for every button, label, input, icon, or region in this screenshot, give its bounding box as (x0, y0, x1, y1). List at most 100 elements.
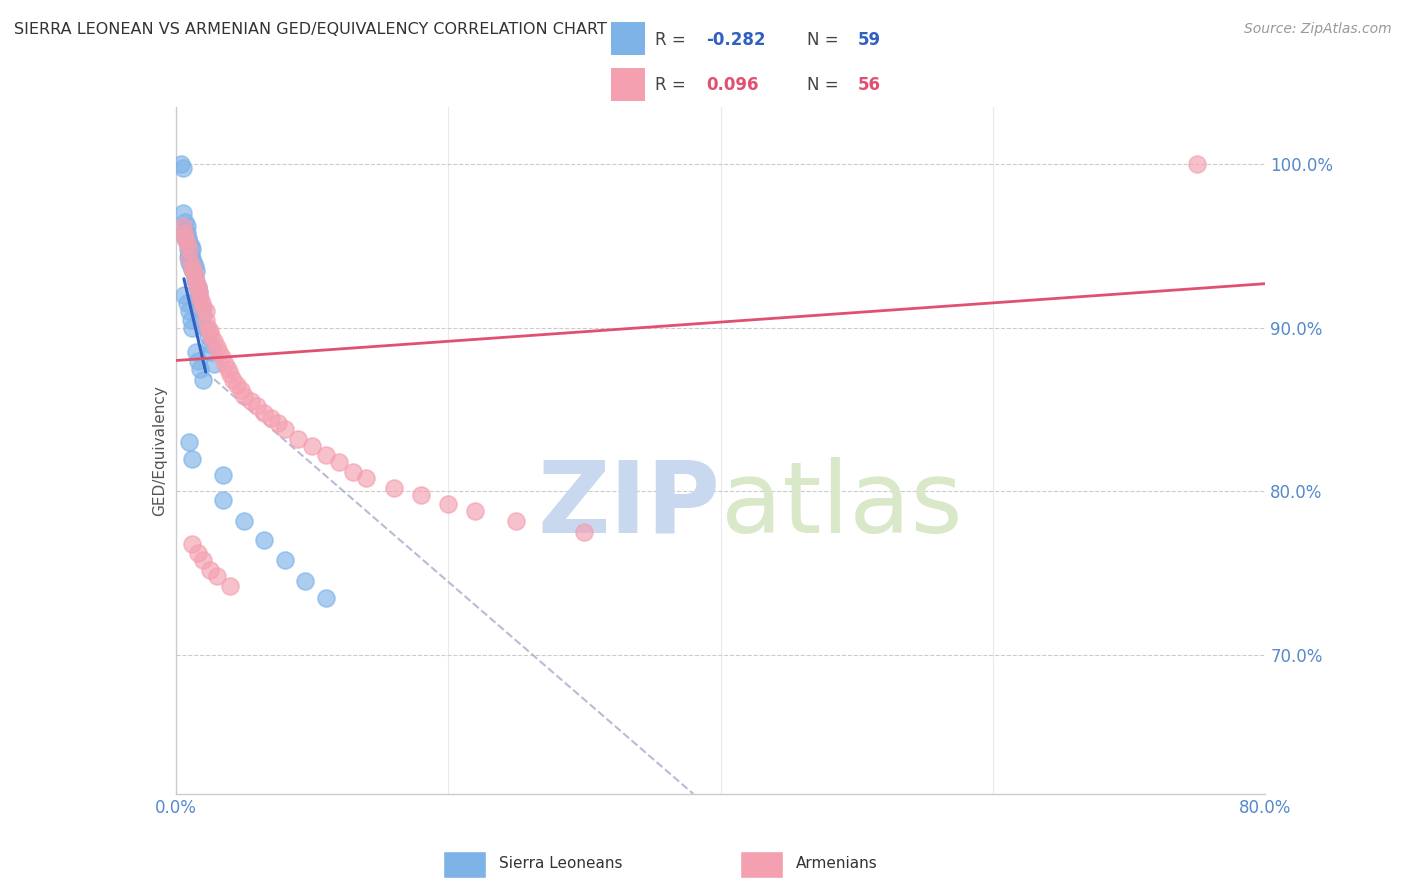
Point (181, 536, 204, 550)
Point (181, 259, 204, 273)
Point (187, 285, 209, 299)
Point (177, 251, 200, 265)
Point (181, 320, 204, 334)
Point (232, 514, 254, 528)
Point (179, 242, 201, 257)
Point (179, 235, 201, 250)
Text: 59: 59 (858, 30, 880, 49)
Point (173, 226, 195, 240)
Point (179, 255, 201, 269)
Point (174, 214, 197, 228)
Point (176, 226, 198, 240)
Point (183, 263, 205, 277)
Point (188, 291, 211, 305)
Point (287, 432, 309, 446)
Point (183, 263, 205, 277)
Point (437, 497, 460, 511)
Point (197, 329, 219, 343)
Point (176, 296, 198, 310)
Point (505, 514, 527, 528)
Point (181, 261, 204, 276)
Point (179, 252, 201, 266)
Text: R =: R = (655, 76, 692, 94)
Point (188, 296, 211, 310)
Text: -0.282: -0.282 (706, 30, 765, 49)
FancyBboxPatch shape (612, 69, 645, 101)
Text: 0.096: 0.096 (706, 76, 758, 94)
Point (208, 345, 231, 359)
Point (301, 438, 323, 452)
Point (177, 242, 200, 257)
Text: Source: ZipAtlas.com: Source: ZipAtlas.com (1244, 22, 1392, 37)
Point (184, 259, 207, 273)
Point (356, 471, 378, 485)
Point (172, 219, 194, 234)
Point (211, 350, 233, 364)
Point (274, 422, 297, 436)
Point (181, 252, 204, 266)
Point (464, 504, 486, 518)
Point (191, 308, 214, 322)
Point (253, 533, 276, 548)
Point (180, 259, 202, 273)
Point (202, 334, 225, 348)
Point (183, 255, 205, 269)
Point (246, 399, 269, 413)
Point (186, 275, 208, 289)
Text: R =: R = (655, 30, 692, 49)
Point (226, 378, 249, 392)
Point (172, 161, 194, 175)
Point (186, 263, 208, 277)
Point (328, 455, 350, 469)
Point (174, 231, 197, 245)
Point (179, 242, 201, 257)
Point (186, 275, 208, 289)
Point (198, 563, 221, 577)
Point (198, 337, 221, 351)
Text: atlas: atlas (721, 457, 962, 554)
Point (342, 465, 364, 479)
Point (172, 206, 194, 220)
Point (188, 361, 211, 376)
Point (187, 291, 209, 305)
Text: N =: N = (807, 30, 844, 49)
Point (200, 345, 222, 359)
Point (176, 219, 198, 234)
Point (194, 320, 217, 334)
Point (186, 345, 208, 359)
Point (222, 373, 245, 387)
Point (205, 569, 228, 583)
Point (187, 285, 209, 299)
Point (260, 410, 283, 425)
Point (1187, 157, 1209, 171)
Point (202, 357, 225, 371)
Point (315, 591, 337, 605)
Point (198, 324, 221, 338)
Point (190, 296, 212, 310)
Point (179, 304, 201, 318)
FancyBboxPatch shape (740, 851, 783, 879)
Text: ZIP: ZIP (537, 457, 721, 554)
Y-axis label: GED/Equivalency: GED/Equivalency (152, 385, 167, 516)
Point (181, 451, 204, 466)
Point (180, 247, 202, 261)
Point (231, 383, 253, 397)
Point (267, 416, 290, 430)
Point (173, 288, 195, 302)
Point (253, 406, 276, 420)
Text: Sierra Leoneans: Sierra Leoneans (499, 856, 623, 871)
Point (239, 394, 262, 409)
Point (186, 280, 209, 294)
Point (186, 546, 209, 561)
Point (190, 301, 212, 315)
Point (179, 435, 201, 450)
Point (214, 357, 236, 371)
Point (186, 280, 209, 294)
Point (219, 579, 242, 593)
Point (177, 231, 200, 245)
Point (294, 574, 316, 589)
FancyBboxPatch shape (443, 851, 486, 879)
Point (184, 268, 207, 283)
Point (194, 304, 217, 318)
Point (200, 329, 222, 343)
